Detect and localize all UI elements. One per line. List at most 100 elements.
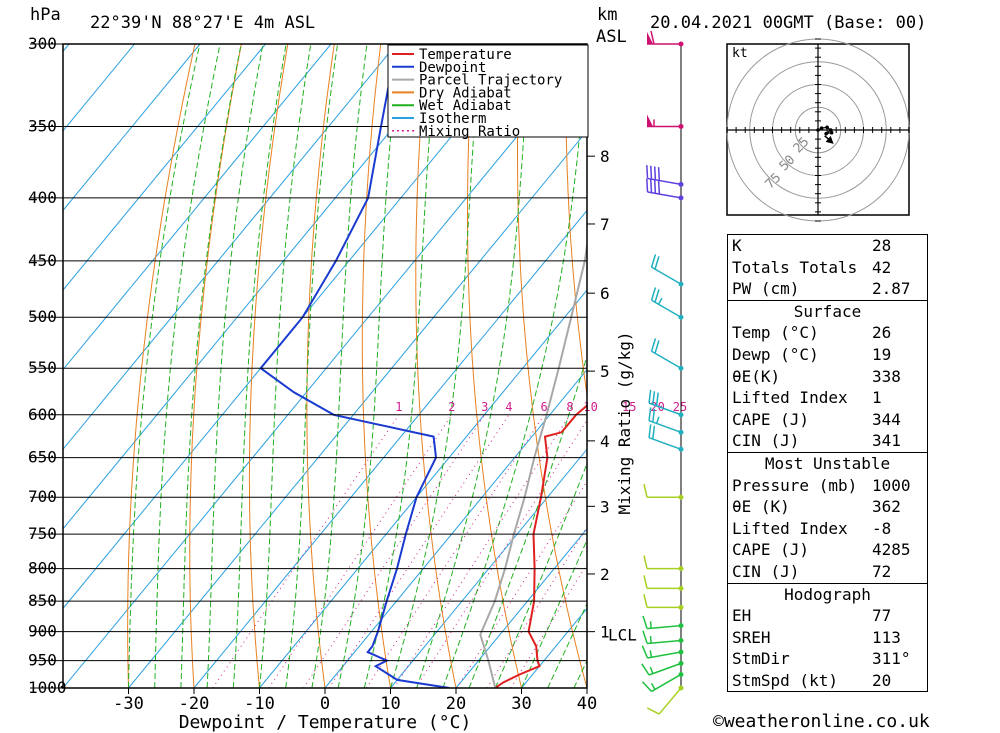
pressure-tick-label: 300 bbox=[28, 34, 57, 53]
legend-label: Wet Adiabat bbox=[419, 98, 512, 114]
legend-label: Dry Adiabat bbox=[419, 85, 512, 101]
surface-index-row: θE(K) 338 bbox=[728, 366, 927, 388]
wind-barb-shaft bbox=[658, 687, 682, 715]
legend-label: Parcel Trajectory bbox=[419, 73, 562, 89]
hodograph-unit-label: kt bbox=[732, 46, 748, 61]
pressure-tick-label: 700 bbox=[28, 487, 57, 506]
index-label: PW (cm) bbox=[732, 279, 800, 299]
surface-index-row: CAPE (J) 344 bbox=[728, 409, 927, 431]
wet-adiabat-line bbox=[468, 354, 587, 688]
dry-adiabat-line bbox=[127, 44, 196, 688]
surface-index-label: Lifted Index bbox=[732, 388, 848, 408]
datetime-title: 20.04.2021 00GMT (Base: 00) bbox=[650, 13, 927, 33]
x-tick-label: 10 bbox=[380, 694, 400, 714]
isotherm-line bbox=[193, 209, 587, 688]
wind-barb-shaft bbox=[651, 350, 682, 369]
most-unstable-index-value: -8 bbox=[872, 518, 892, 538]
indices-table: K 28 Totals Totals 42 PW (cm) 2.87 Surface Te… bbox=[727, 234, 928, 693]
wind-barb bbox=[647, 114, 684, 129]
wind-barb bbox=[641, 660, 684, 676]
wet-adiabat-line bbox=[311, 44, 368, 688]
wet-adiabat-line bbox=[390, 44, 481, 688]
wind-barb bbox=[642, 615, 684, 630]
location-title: 22°39'N 88°27'E 4m ASL bbox=[90, 13, 316, 33]
wind-barb bbox=[648, 407, 684, 435]
most-unstable-index-label: θE (K) bbox=[732, 497, 790, 517]
wind-barb-shaft bbox=[651, 266, 682, 285]
hodograph-trace-point bbox=[828, 128, 833, 132]
surface-index-value: 19 bbox=[872, 344, 892, 364]
wet-adiabat-line bbox=[285, 44, 339, 688]
isotherm-line bbox=[63, 44, 266, 291]
wind-barb-shaft bbox=[647, 651, 682, 659]
mixing-ratio-label: 2 bbox=[448, 400, 455, 414]
pressure-tick-label: 550 bbox=[28, 358, 57, 377]
wind-barb-dot bbox=[678, 412, 684, 418]
isotherm-line bbox=[324, 368, 587, 688]
hodograph-index-value: 77 bbox=[872, 606, 892, 626]
mixing-ratio-label: 10 bbox=[583, 400, 597, 414]
wind-barb-dot bbox=[678, 429, 684, 435]
wind-barb-shaft bbox=[647, 191, 682, 199]
wind-barb-dot bbox=[678, 123, 684, 129]
wind-barb-dot bbox=[678, 637, 684, 643]
hodograph-index-label: SREH bbox=[732, 627, 771, 647]
wind-barb-feather bbox=[648, 407, 652, 421]
wind-barb-feather bbox=[653, 180, 657, 194]
wind-barb-dot bbox=[678, 195, 684, 201]
credit-text: ©weatheronline.co.uk bbox=[713, 711, 930, 732]
wind-barb-feather bbox=[654, 340, 660, 354]
most-unstable-index-label: CAPE (J) bbox=[732, 540, 810, 560]
surface-index-label: Temp (°C) bbox=[732, 323, 819, 343]
dry-adiabat-line bbox=[517, 44, 587, 688]
dry-adiabat-line bbox=[565, 44, 587, 399]
x-tick-label: 30 bbox=[511, 694, 531, 714]
hodograph-index-value: 20 bbox=[872, 670, 892, 690]
wind-barb-shaft bbox=[651, 673, 682, 693]
pressure-tick-label: 500 bbox=[28, 307, 57, 326]
wind-barb bbox=[648, 389, 684, 418]
wind-barb-feather bbox=[643, 555, 648, 569]
wind-barb-feather bbox=[653, 166, 657, 180]
pressure-tick-label: 450 bbox=[28, 251, 57, 270]
wind-barb-half-feather bbox=[649, 636, 652, 644]
wind-barb-feather bbox=[650, 287, 657, 301]
wind-barb-feather bbox=[652, 425, 656, 440]
temperature-profile-line bbox=[494, 404, 587, 688]
wind-barb bbox=[648, 424, 684, 452]
wind-barb-feather bbox=[641, 645, 649, 659]
hodograph-index-row: StmDir 311° bbox=[728, 648, 927, 670]
mixing-ratio-line bbox=[303, 414, 486, 688]
isotherm-line bbox=[455, 528, 587, 688]
wind-barb-feather bbox=[643, 575, 648, 589]
wind-barb-feather bbox=[646, 178, 649, 193]
wind-barb bbox=[643, 484, 684, 500]
most-unstable-index-label: CIN (J) bbox=[732, 561, 800, 581]
wind-barb bbox=[641, 645, 684, 659]
km-tick-label: 5 bbox=[600, 362, 610, 381]
hodograph-section-title: Hodograph bbox=[728, 582, 927, 606]
index-value: 28 bbox=[872, 236, 892, 255]
wind-barb-dot bbox=[678, 281, 684, 287]
wind-barb-feather bbox=[654, 256, 660, 270]
wind-barb-dot bbox=[678, 494, 684, 500]
wind-barb bbox=[643, 594, 684, 610]
index-row: PW (cm) 2.87 bbox=[728, 278, 927, 300]
storm-motion-arrowhead bbox=[825, 135, 834, 144]
wind-barb bbox=[646, 165, 684, 187]
isotherm-line bbox=[63, 44, 397, 451]
mixing-ratio-label: 8 bbox=[566, 400, 573, 414]
mixing-ratio-line bbox=[328, 414, 510, 688]
wind-barb-half-feather bbox=[650, 683, 656, 690]
lcl-label: LCL bbox=[608, 626, 637, 645]
surface-index-value: 341 bbox=[872, 431, 901, 451]
mixing-ratio-label: 3 bbox=[481, 400, 488, 414]
wet-adiabat-line bbox=[154, 44, 221, 688]
most-unstable-index-row: Pressure (mb) 1000 bbox=[728, 475, 927, 497]
km-tick-label: 3 bbox=[600, 497, 610, 516]
index-label: K bbox=[732, 236, 742, 255]
km-tick-label: 2 bbox=[600, 565, 610, 584]
wind-barb-pennant bbox=[647, 32, 653, 44]
km-tick-label: 1 bbox=[600, 623, 610, 642]
surface-index-value: 26 bbox=[872, 323, 892, 343]
